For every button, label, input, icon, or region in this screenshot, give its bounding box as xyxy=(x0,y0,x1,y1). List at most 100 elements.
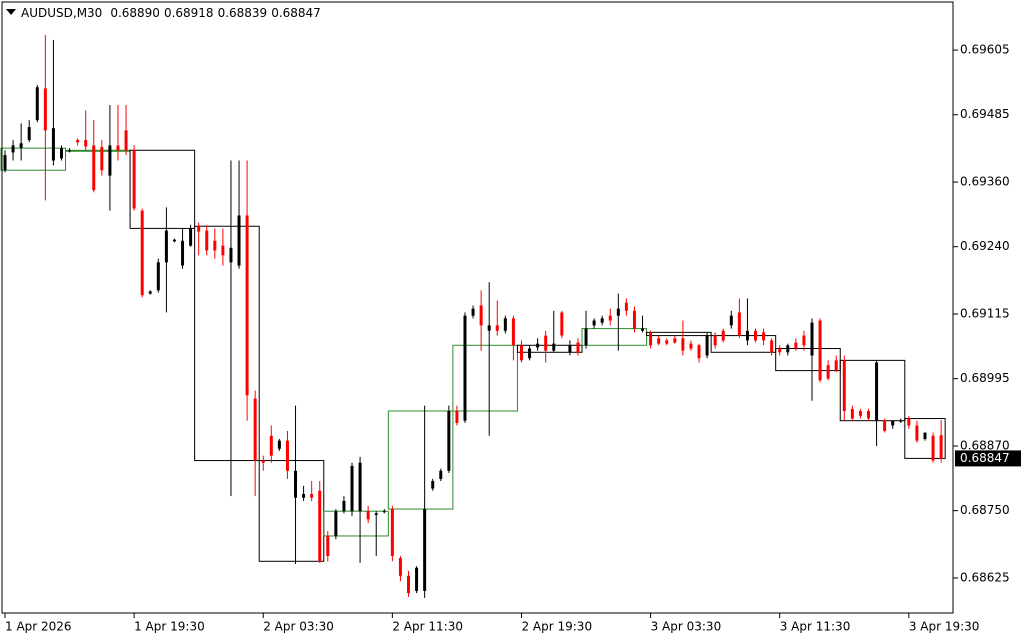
y-tick-label: 0.68625 xyxy=(960,570,1010,584)
candle-body xyxy=(536,343,540,348)
candle-body xyxy=(285,440,289,471)
candle-body xyxy=(681,338,685,351)
candle-body xyxy=(108,145,112,176)
candle-body xyxy=(697,345,701,359)
candle-body xyxy=(221,245,225,256)
candle-body xyxy=(552,343,556,351)
candle-body xyxy=(770,340,774,353)
candle-body xyxy=(818,320,822,381)
candle-body xyxy=(568,345,572,353)
candle-body xyxy=(794,342,798,349)
htf-box xyxy=(323,510,389,537)
htf-box xyxy=(387,410,454,510)
candle-body xyxy=(600,318,604,323)
candle-body xyxy=(463,315,467,421)
candle-body xyxy=(415,567,419,591)
candle-body xyxy=(754,330,758,341)
candle-body xyxy=(59,148,63,159)
plot-frame xyxy=(1,1,954,614)
candle-body xyxy=(455,411,459,423)
candle-body xyxy=(318,490,322,562)
candle-body xyxy=(721,330,725,341)
candle-body xyxy=(398,558,402,576)
x-tick-label: 2 Apr 11:30 xyxy=(392,620,463,634)
candle-body xyxy=(124,130,128,151)
price-marker xyxy=(955,450,1021,467)
candle-body xyxy=(237,215,241,266)
candle-body xyxy=(205,230,209,251)
x-tick-label: 1 Apr 19:30 xyxy=(134,620,205,634)
candle-body xyxy=(641,328,645,331)
candle-body xyxy=(407,575,410,594)
chart-header: AUDUSD,M30 0.68890 0.68918 0.68839 0.68847 xyxy=(21,6,321,20)
candle-body xyxy=(84,140,88,147)
candle-body xyxy=(923,432,927,440)
ohlc-label: 0.68847 xyxy=(271,6,321,20)
htf-box xyxy=(129,149,196,229)
candle-body xyxy=(447,411,451,471)
candle-body xyxy=(326,535,330,556)
candle-body xyxy=(43,88,47,131)
candle-body xyxy=(657,338,661,344)
candle-body xyxy=(382,511,386,513)
x-tick-label: 2 Apr 03:30 xyxy=(263,620,334,634)
htf-box xyxy=(775,348,841,372)
y-tick-label: 0.68995 xyxy=(960,371,1010,385)
y-tick-label: 0.69485 xyxy=(960,107,1010,121)
candle-body xyxy=(762,332,766,341)
candle-body xyxy=(632,310,636,329)
menu-triangle[interactable] xyxy=(6,9,16,15)
candle-body xyxy=(931,435,935,461)
candle-body xyxy=(608,315,612,321)
candle-body xyxy=(866,411,870,419)
candle-body xyxy=(560,312,564,336)
candle-body xyxy=(842,360,846,412)
ohlc-label: 0.68839 xyxy=(218,6,268,20)
candle-body xyxy=(834,360,838,371)
candle-body xyxy=(350,465,354,512)
candle-body xyxy=(132,150,136,209)
candle-body xyxy=(649,332,653,346)
candle-body xyxy=(261,460,265,463)
candle-body xyxy=(439,470,443,479)
candle-body xyxy=(479,305,483,326)
candle-body xyxy=(35,87,39,121)
htf-box xyxy=(581,328,648,346)
candle-body xyxy=(584,328,588,346)
candle-body xyxy=(810,322,814,356)
candle-body xyxy=(51,128,55,161)
htf-box xyxy=(646,331,712,337)
candle-body xyxy=(269,435,273,456)
candle-body xyxy=(172,239,176,242)
y-tick-label: 0.69360 xyxy=(960,175,1010,189)
candle-body xyxy=(423,509,427,591)
candle-body xyxy=(487,325,491,331)
candle-body xyxy=(592,320,596,326)
candle-body xyxy=(3,155,7,171)
candle-body xyxy=(471,308,475,316)
candle-body xyxy=(786,345,790,353)
candle-body xyxy=(729,315,733,326)
htf-box xyxy=(710,335,777,353)
candle-body xyxy=(511,318,515,346)
candle-body xyxy=(245,215,249,396)
x-tick-label: 3 Apr 03:30 xyxy=(651,620,722,634)
candle-body xyxy=(939,435,943,459)
ohlc-label: 0.68918 xyxy=(164,6,214,20)
htf-box xyxy=(194,225,260,462)
candle-body xyxy=(181,240,185,266)
y-tick-label: 0.69240 xyxy=(960,239,1010,253)
candle-body xyxy=(27,127,31,141)
candle-body xyxy=(302,493,306,498)
candle-body xyxy=(826,365,830,379)
candle-body xyxy=(390,509,394,556)
candle-body xyxy=(495,325,499,331)
candle-body xyxy=(358,462,362,512)
htf-box xyxy=(0,147,67,171)
candle-body xyxy=(310,493,314,498)
candle-body xyxy=(689,343,693,349)
candle-body xyxy=(519,345,523,361)
x-tick-label: 3 Apr 11:30 xyxy=(780,620,851,634)
